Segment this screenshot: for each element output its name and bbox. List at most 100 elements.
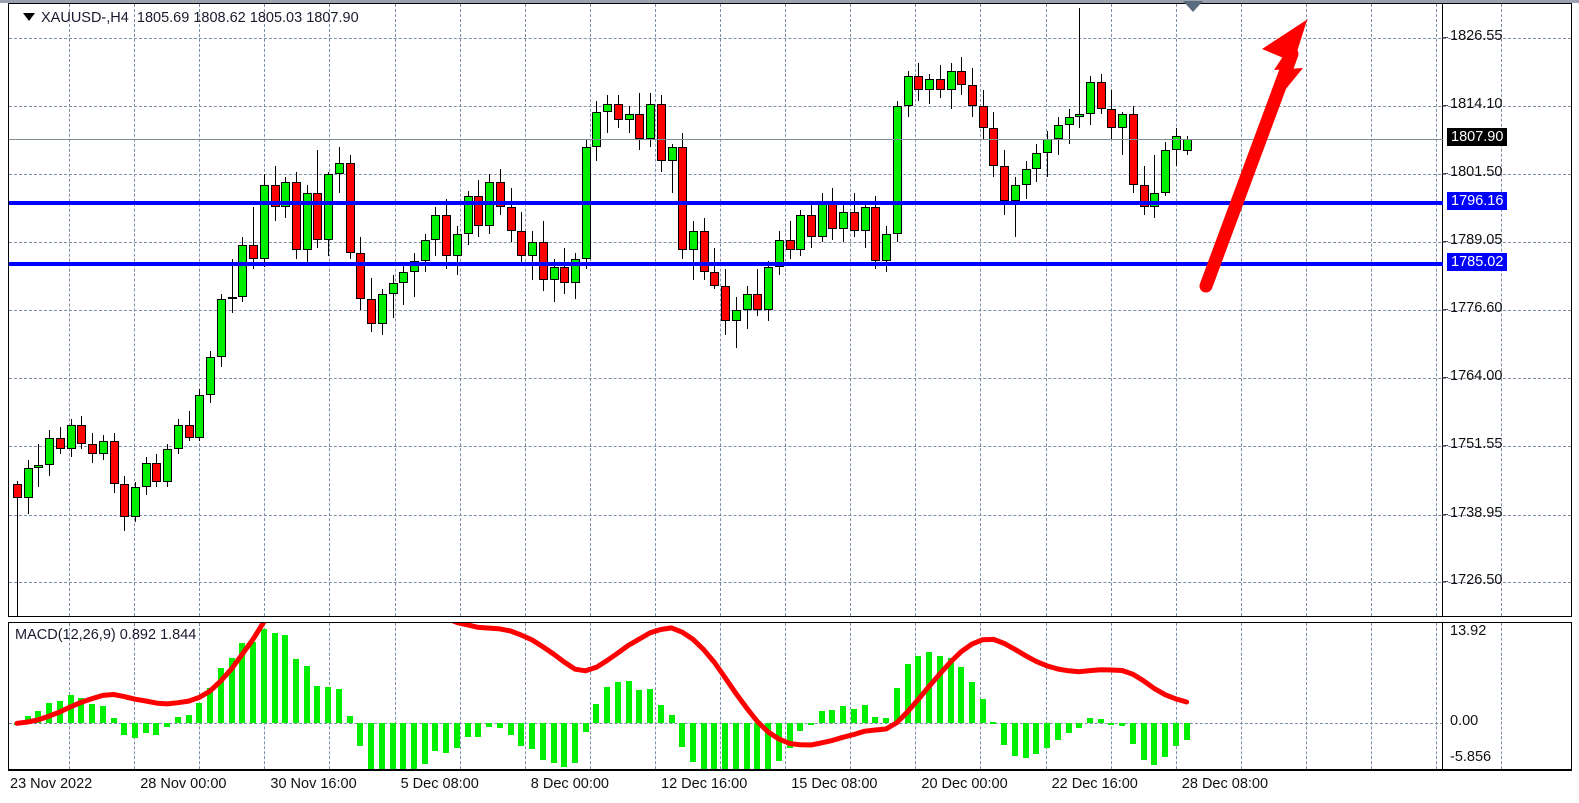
- candle-body: [98, 440, 108, 455]
- candle-body: [688, 231, 698, 251]
- candle-body: [1118, 114, 1128, 129]
- macd-histogram-bar: [185, 714, 192, 724]
- macd-histogram-bar: [46, 702, 53, 724]
- candle-body: [967, 84, 977, 107]
- candle-body: [656, 103, 666, 161]
- candle-body: [141, 462, 151, 488]
- macd-histogram-bar: [861, 705, 868, 724]
- candle-body: [270, 185, 280, 207]
- current-price-label[interactable]: 1807.90: [1447, 128, 1508, 147]
- macd-histogram-bar: [754, 723, 761, 769]
- macd-histogram-bar: [89, 703, 96, 724]
- macd-histogram-bar: [732, 723, 739, 769]
- candle-body: [1171, 136, 1181, 150]
- level-price-label[interactable]: 1796.16: [1447, 192, 1508, 211]
- macd-histogram-bar: [282, 635, 289, 724]
- collapse-triangle-icon[interactable]: [23, 13, 35, 22]
- vertical-gridline: [1436, 623, 1438, 769]
- candle-wick: [392, 274, 394, 319]
- vertical-gridline: [1501, 623, 1503, 769]
- candle-wick: [231, 258, 233, 313]
- candle-body: [206, 356, 216, 395]
- macd-histogram-bar: [722, 723, 729, 769]
- candle-body: [817, 201, 827, 237]
- candle-body: [871, 206, 881, 262]
- macd-histogram-bar: [260, 629, 267, 724]
- macd-histogram-bar: [335, 689, 342, 724]
- price-axis-label: 1764.00: [1450, 368, 1503, 385]
- candle-body: [796, 215, 806, 251]
- candle-body: [721, 285, 731, 322]
- price-chart-panel[interactable]: XAUUSD-,H4 1805.69 1808.62 1805.03 1807.…: [8, 3, 1572, 617]
- candle-body: [528, 242, 538, 256]
- candle-body: [914, 76, 924, 90]
- macd-histogram-bar: [56, 700, 63, 724]
- candle-wick: [403, 264, 405, 305]
- candle-wick: [607, 95, 609, 134]
- time-axis[interactable]: 23 Nov 2022 28 Nov 00:00 30 Nov 16:00 5 Dec…: [8, 770, 1572, 803]
- macd-histogram-bar: [378, 723, 385, 769]
- macd-histogram-bar: [196, 703, 203, 724]
- price-tick: [1442, 445, 1448, 446]
- support-resistance-line[interactable]: [9, 201, 1443, 206]
- time-axis-label: 8 Dec 00:00: [530, 776, 609, 792]
- current-price-line[interactable]: [9, 139, 1443, 141]
- macd-histogram-bar: [153, 723, 160, 735]
- macd-histogram-bar: [571, 723, 578, 763]
- candle-body: [699, 231, 709, 273]
- price-axis-label: 1826.55: [1450, 28, 1503, 44]
- macd-histogram-bar: [325, 687, 332, 724]
- macd-histogram-bar: [958, 667, 965, 724]
- macd-histogram-bar: [132, 723, 139, 738]
- macd-histogram-bar: [765, 723, 772, 769]
- macd-indicator-panel[interactable]: MACD(12,26,9) 0.892 1.844: [8, 622, 1572, 770]
- candle-body: [839, 212, 849, 229]
- candle-body: [66, 424, 76, 449]
- candle-body: [1075, 114, 1085, 118]
- macd-histogram-bar: [443, 723, 450, 753]
- candle-body: [592, 111, 602, 148]
- macd-histogram-bar: [711, 723, 718, 769]
- candle-body: [1010, 185, 1020, 202]
- macd-histogram-bar: [893, 688, 900, 724]
- vertical-gridline: [1305, 623, 1307, 769]
- candle-wick: [414, 253, 415, 297]
- level-price-label[interactable]: 1785.02: [1447, 252, 1508, 271]
- macd-histogram-bar: [840, 706, 847, 724]
- macd-histogram-bar: [990, 721, 997, 724]
- candle-body: [442, 215, 452, 256]
- macd-histogram-bar: [968, 681, 975, 724]
- macd-histogram-bar: [1183, 723, 1190, 740]
- macd-histogram-bar: [389, 723, 396, 769]
- time-axis-label: 12 Dec 16:00: [661, 776, 748, 792]
- candle-body: [77, 424, 87, 444]
- macd-histogram-bar: [346, 715, 353, 724]
- macd-histogram-bar: [1151, 723, 1158, 766]
- price-axis-label: 1776.60: [1450, 299, 1503, 316]
- candle-body: [313, 193, 323, 240]
- candle-body: [152, 462, 162, 482]
- candle-body: [646, 103, 656, 139]
- candle-body: [302, 193, 312, 251]
- candle-body: [249, 244, 259, 259]
- candle-body: [667, 147, 677, 161]
- macd-histogram-bar: [786, 723, 793, 749]
- price-axis-label: 1789.05: [1450, 232, 1503, 248]
- candle-body: [570, 258, 580, 284]
- macd-axis-separator: [1442, 622, 1443, 770]
- macd-histogram-bar: [357, 723, 364, 747]
- time-axis-label: 28 Nov 00:00: [140, 776, 227, 792]
- macd-histogram-bar: [507, 723, 514, 735]
- chart-position-marker-icon[interactable]: [1183, 1, 1203, 12]
- candle-body: [227, 296, 237, 300]
- macd-histogram-bar: [486, 723, 493, 728]
- candle-body: [356, 253, 366, 300]
- macd-histogram-bar: [1087, 717, 1093, 724]
- vertical-gridline: [524, 623, 526, 769]
- support-resistance-line[interactable]: [9, 261, 1443, 266]
- macd-histogram-bar: [14, 723, 20, 726]
- macd-histogram-bar: [271, 632, 278, 724]
- candle-body: [216, 299, 226, 357]
- candle-body: [109, 440, 119, 485]
